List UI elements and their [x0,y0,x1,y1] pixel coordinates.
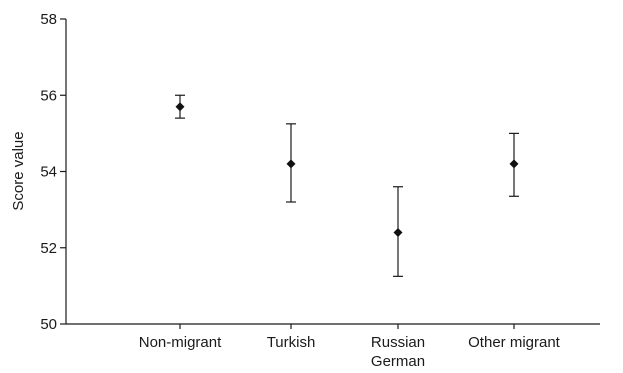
x-tick-label: Turkish [267,334,316,351]
x-axis: Non-migrant Turkish Russian German Other mig… [66,323,600,370]
x-tick-label: Other migrant [468,334,561,351]
y-tick-label: 52 [40,240,57,257]
y-axis: 50 52 54 56 58 [40,11,67,333]
data-point [175,102,185,112]
x-tick-label: German [371,353,425,370]
chart-marks [175,94,519,277]
data-point [286,159,296,169]
data-point [393,228,403,237]
y-axis-label: Score value [10,131,27,210]
x-tick-label: Non-migrant [139,334,222,351]
y-tick-label: 58 [40,11,57,28]
data-point [509,159,519,169]
x-tick-label: Russian [371,334,425,351]
y-tick-label: 50 [40,316,57,333]
y-tick-label: 54 [40,164,57,181]
y-tick-label: 56 [40,87,57,104]
